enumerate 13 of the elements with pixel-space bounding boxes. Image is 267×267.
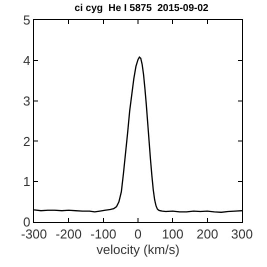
y-tick-label: 5 — [23, 12, 30, 28]
x-tick-label: 100 — [162, 226, 184, 242]
y-tick-label: 2 — [23, 134, 30, 149]
x-tick-label: -200 — [56, 226, 82, 242]
x-axis-title: velocity (km/s) — [96, 242, 180, 258]
x-tick-label: 0 — [134, 226, 142, 242]
chart-title: ci cyg He I 5875 2015-09-02 — [74, 3, 209, 14]
y-tick-label: 1 — [23, 174, 30, 190]
y-tick-label: 4 — [23, 52, 30, 68]
x-tick-label: -100 — [90, 226, 116, 242]
x-tick-label: 200 — [196, 226, 218, 242]
x-tick-label: 300 — [231, 226, 253, 242]
y-tick-label: 3 — [23, 93, 30, 108]
